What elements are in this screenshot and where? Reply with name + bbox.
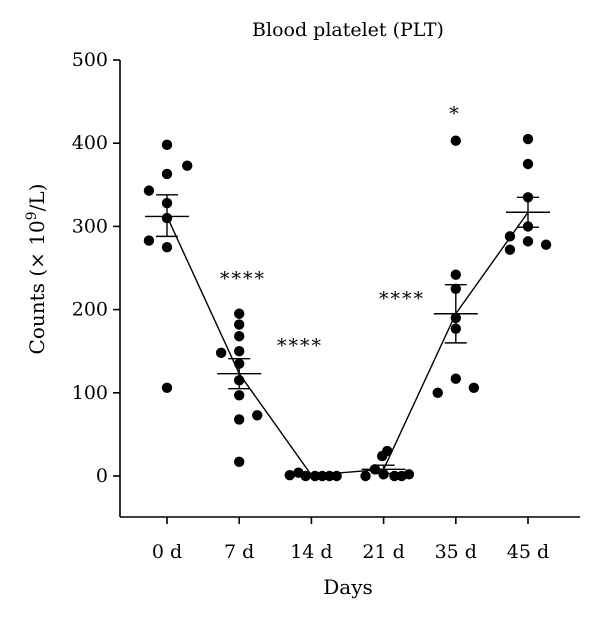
data-point [403, 469, 415, 480]
data-point [504, 244, 516, 255]
x-ticks: 0 d 7 d 14 d 21 d 35 d 45 d [152, 517, 549, 563]
data-point [234, 346, 245, 357]
significance-label: * [449, 103, 461, 125]
data-point [450, 373, 461, 384]
significance-label: **** [220, 268, 266, 290]
data-point [324, 470, 335, 482]
data-point [143, 185, 155, 196]
data-point [234, 390, 245, 401]
x-tick-label: 45 d [507, 541, 549, 563]
data-point [234, 414, 245, 425]
data-point [161, 197, 173, 209]
y-axis-title-tail: /L) [25, 184, 49, 212]
data-point [468, 382, 480, 394]
chart-title: Blood platelet (PLT) [252, 19, 444, 41]
data-point [389, 470, 400, 482]
data-point [252, 410, 263, 421]
x-tick-label: 7 d [224, 541, 254, 563]
data-point [450, 269, 461, 280]
data-point [161, 382, 173, 394]
data-point [234, 375, 245, 386]
data-point [540, 239, 552, 250]
data-point [234, 308, 245, 319]
y-tick-label: 0 [96, 465, 108, 487]
x-tick-label: 21 d [362, 541, 404, 563]
x-tick-label: 14 d [290, 541, 332, 563]
y-ticks: 0 100 200 300 400 500 [72, 49, 120, 487]
data-point [382, 445, 393, 457]
data-point [432, 387, 443, 398]
data-point [182, 160, 193, 171]
data-point [300, 470, 311, 482]
data-point [450, 135, 461, 146]
y-tick-label: 200 [72, 299, 108, 321]
data-point [317, 470, 328, 482]
x-tick-label: 35 d [435, 541, 477, 563]
data-point [234, 319, 245, 330]
data-point [234, 331, 245, 342]
data-point [450, 283, 461, 294]
y-tick-label: 300 [72, 215, 108, 237]
data-point [522, 192, 534, 203]
data-point [284, 469, 295, 481]
data-point [522, 158, 534, 170]
data-point [504, 231, 516, 242]
data-point [309, 470, 321, 482]
significance-label: **** [379, 288, 425, 310]
data-points [143, 133, 552, 482]
y-tick-label: 400 [72, 132, 108, 154]
y-axis-title-superscript: 9 [24, 211, 40, 220]
significance-label: **** [277, 335, 323, 357]
data-point [450, 312, 461, 324]
data-point [331, 470, 342, 482]
data-point [161, 242, 173, 253]
data-point [522, 221, 534, 232]
y-tick-label: 500 [72, 49, 108, 71]
data-point [234, 358, 245, 369]
data-point [378, 469, 389, 480]
data-point [215, 347, 227, 359]
error-bars [145, 194, 550, 477]
data-point [234, 456, 245, 468]
x-axis-title: Days [323, 575, 373, 599]
data-point [522, 133, 534, 145]
data-point [143, 235, 155, 246]
data-point [161, 212, 173, 224]
data-point [369, 464, 381, 475]
significance-markers: ************* [220, 103, 461, 357]
data-point [161, 139, 173, 151]
data-point [450, 323, 461, 334]
y-axis-title: Counts (× 109/L) [24, 184, 49, 355]
data-point [360, 470, 371, 482]
data-point [522, 236, 534, 247]
data-point [161, 168, 173, 180]
mean-trend-line [166, 211, 529, 476]
x-tick-label: 0 d [152, 541, 182, 563]
y-tick-label: 100 [72, 382, 108, 404]
